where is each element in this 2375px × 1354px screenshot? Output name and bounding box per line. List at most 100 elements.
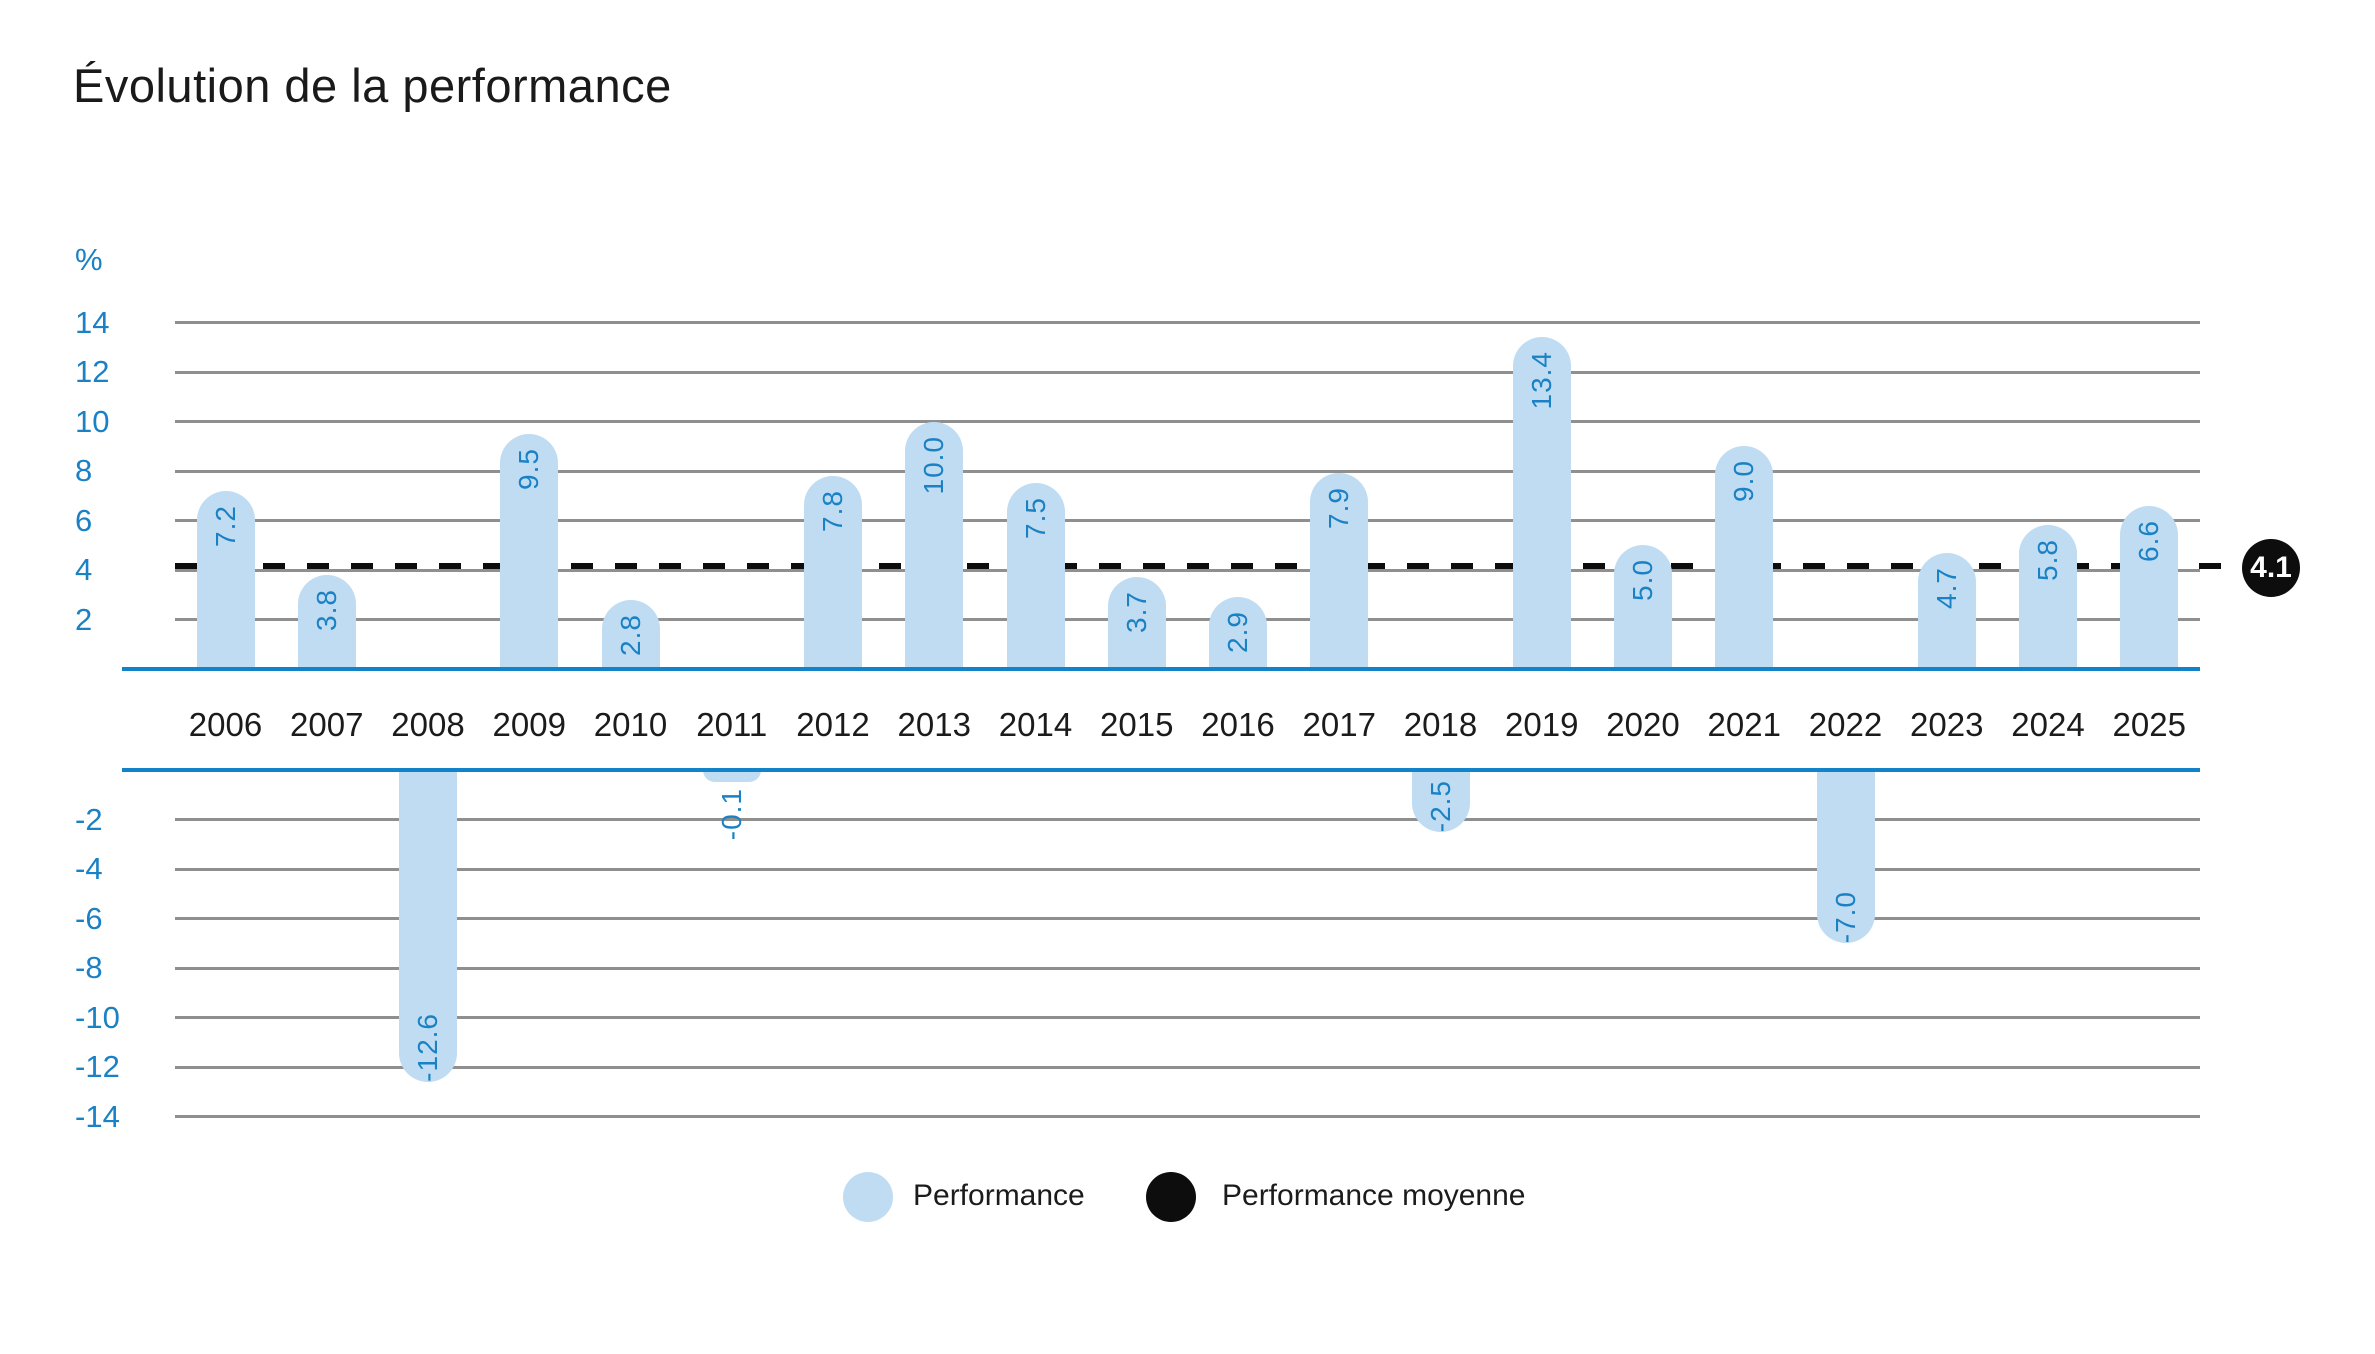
bar-2006 [196, 490, 255, 671]
chart-title: Évolution de la performance [73, 59, 672, 112]
x-tick-2015: 2015 [1100, 706, 1174, 743]
bar-2007 [297, 574, 356, 671]
bar-value-label: 2.8 [614, 613, 646, 656]
gridline--14 [175, 1115, 2200, 1118]
bar-2010 [601, 599, 660, 671]
bar-value-label: 9.5 [513, 447, 545, 490]
average-dashed-line [175, 563, 2242, 569]
x-tick-2019: 2019 [1505, 706, 1579, 743]
bar-value-label: 7.8 [817, 489, 848, 532]
bar-value-wrap-2016: 2.9 [1209, 597, 1267, 683]
bar-2020 [1614, 545, 1672, 671]
bar-value-wrap-2006: 7.2 [197, 491, 255, 683]
x-tick-2007: 2007 [290, 706, 364, 743]
bar-value-label: 7.5 [1019, 497, 1051, 540]
x-tick-2017: 2017 [1302, 706, 1376, 743]
bar-value-label: 6.6 [2133, 519, 2165, 562]
x-tick-2011: 2011 [696, 706, 768, 743]
bar-value-wrap-2017: 7.9 [1310, 473, 1368, 683]
bar-value-wrap-2007: 3.8 [298, 575, 356, 683]
x-tick-2018: 2018 [1403, 706, 1478, 743]
x-tick-2024: 2024 [2011, 706, 2085, 743]
performance-legend-label: Performance [913, 1179, 1085, 1212]
bar-value-wrap-2014: 7.5 [1007, 483, 1065, 683]
x-tick-2023: 2023 [1910, 706, 1984, 743]
gridline-12 [175, 370, 2200, 374]
gridline-4 [175, 568, 2200, 572]
bar-2018 [1411, 770, 1470, 832]
bar-value-label: 3.8 [310, 588, 342, 631]
x-tick-2013: 2013 [897, 706, 971, 743]
bar-value-wrap-2013: 10.0 [905, 422, 963, 684]
bar-2014 [1006, 483, 1065, 671]
bar-value-wrap-2021: 9.0 [1715, 446, 1773, 683]
x-tick-2010: 2010 [593, 706, 668, 743]
y-tick-10: 10 [75, 403, 110, 439]
bar-2024 [2019, 525, 2077, 671]
bar-value-wrap-2025: 6.6 [2120, 506, 2178, 683]
gridline--4 [175, 867, 2200, 871]
y-tick-14: 14 [75, 304, 110, 340]
positive-baseline [122, 667, 2200, 671]
bar-value-label: -12.6 [412, 1013, 443, 1082]
x-tick-2022: 2022 [1808, 706, 1883, 743]
bar-value-wrap-2011: -0.1 [703, 788, 761, 868]
bar-value-wrap-2015: 3.7 [1108, 577, 1166, 683]
bar-value-label: 13.4 [1525, 351, 1557, 410]
bar-value-wrap-2022: -7.0 [1817, 770, 1875, 961]
legend: Performance Performance moyenne [0, 1172, 2375, 1232]
bar-value-wrap-2018: -2.5 [1412, 770, 1470, 838]
x-tick-2009: 2009 [492, 706, 566, 743]
bar-2011 [702, 770, 761, 782]
y-tick-2: 2 [75, 601, 93, 637]
gridline-10 [175, 420, 2200, 423]
bar-value-wrap-2010: 2.8 [602, 600, 660, 683]
y-tick--2: -2 [75, 801, 103, 837]
y-tick--12: -12 [75, 1049, 120, 1084]
bar-2015 [1107, 577, 1166, 671]
bar-value-label: -0.1 [715, 788, 747, 841]
bar-value-wrap-2020: 5.0 [1614, 545, 1672, 683]
bar-2021 [1715, 446, 1774, 671]
bar-value-label: 10.0 [918, 435, 950, 495]
y-tick-4: 4 [75, 552, 93, 587]
x-tick-2008: 2008 [391, 706, 465, 743]
bar-2013 [905, 421, 964, 671]
gridline--2 [175, 818, 2200, 821]
bar-value-wrap-2008: -12.6 [399, 770, 457, 1100]
bar-value-wrap-2024: 5.8 [2019, 525, 2077, 683]
x-tick-2021: 2021 [1707, 706, 1781, 743]
gridline-8 [175, 469, 2200, 473]
bar-value-label: 7.2 [209, 504, 241, 547]
x-tick-2012: 2012 [796, 706, 870, 743]
bar-value-label: 3.7 [1120, 591, 1152, 634]
gridline--10 [175, 1016, 2200, 1019]
bar-value-label: 5.0 [1627, 559, 1658, 602]
bar-value-label: -2.5 [1424, 779, 1456, 832]
gridline--8 [175, 966, 2200, 970]
gridline--12 [175, 1065, 2200, 1069]
x-tick-2020: 2020 [1606, 706, 1680, 743]
average-value-badge: 4.1 [2242, 539, 2300, 597]
bar-value-label: -7.0 [1829, 891, 1861, 944]
bar-2019 [1512, 337, 1571, 671]
bar-value-wrap-2023: 4.7 [1918, 553, 1976, 683]
gridline--6 [175, 917, 2200, 920]
bar-2009 [500, 433, 559, 671]
y-tick--10: -10 [75, 999, 120, 1035]
gridline-2 [175, 618, 2200, 621]
y-tick--4: -4 [75, 851, 103, 886]
bar-value-label: 2.9 [1222, 611, 1253, 654]
y-tick-8: 8 [75, 453, 93, 488]
bar-value-label: 7.9 [1323, 487, 1355, 530]
bar-2017 [1310, 473, 1369, 671]
bar-value-wrap-2009: 9.5 [500, 434, 558, 683]
bar-value-wrap-2012: 7.8 [804, 476, 862, 683]
x-tick-2014: 2014 [998, 706, 1073, 743]
average-legend-dot [1146, 1172, 1196, 1222]
negative-baseline [122, 768, 2200, 772]
y-tick--8: -8 [75, 950, 103, 985]
bar-value-label: 9.0 [1728, 460, 1760, 503]
average-legend-label: Performance moyenne [1222, 1179, 1526, 1212]
